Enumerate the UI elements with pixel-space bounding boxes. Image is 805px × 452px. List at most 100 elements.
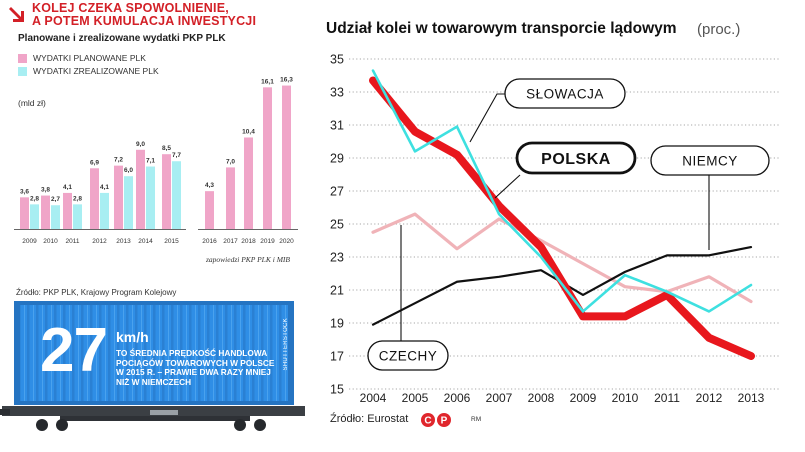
bar-planned [162, 154, 171, 229]
x-tick-label: 2005 [402, 391, 429, 405]
bar-realized [172, 161, 181, 229]
bar-x-tick-label: 2009 [22, 238, 37, 245]
x-tick-label: 2013 [738, 391, 765, 405]
svg-text:C: C [424, 416, 431, 427]
rm-label: RM [471, 416, 482, 423]
arrow-down-right-icon [6, 4, 28, 26]
y-tick-label: 23 [330, 251, 344, 265]
bar-chart-source: Źródło: PKP PLK, Krajowy Program Kolejow… [16, 288, 177, 297]
legend-label-niemcy: NIEMCY [682, 153, 738, 168]
line-chart-source: Źródło: Eurostat [330, 413, 409, 425]
y-tick-label: 29 [330, 152, 344, 166]
copyright-icons: C P [421, 413, 451, 427]
y-tick-label: 17 [330, 350, 344, 364]
bar-label-realized: 4,1 [100, 184, 109, 191]
bar-chart-unit: (mld zł) [18, 98, 46, 108]
bar-label-planned: 7,2 [114, 157, 123, 164]
bar-x-tick-label: 2020 [279, 238, 294, 245]
series-line-czechy [371, 212, 753, 304]
x-tick-label: 2004 [360, 391, 387, 405]
callout-box-czechy [367, 340, 449, 371]
line-chart-unit: (proc.) [697, 21, 741, 38]
y-tick-label: 25 [330, 218, 344, 232]
bar-x-tick-label: 2014 [138, 238, 153, 245]
y-tick-label: 33 [330, 86, 344, 100]
x-tick-label: 2008 [528, 391, 555, 405]
bar-label-planned: 16,1 [261, 78, 274, 85]
future-note: zapowiedzi PKP PLK i MIB [205, 255, 291, 264]
bar-x-tick-label: 2010 [43, 238, 58, 245]
bar-planned [205, 191, 214, 229]
bar-label-planned: 9,0 [136, 141, 145, 148]
freight-container-illustration [0, 301, 305, 431]
bar-label-realized: 2,8 [73, 195, 82, 202]
bar-label-planned: 3,6 [20, 188, 29, 195]
bar-label-realized: 7,1 [146, 158, 155, 165]
y-tick-label: 35 [330, 53, 344, 67]
bar-x-tick-label: 2018 [241, 238, 256, 245]
bar-label-realized: 2,8 [30, 195, 39, 202]
bar-x-tick-label: 2012 [92, 238, 107, 245]
bar-planned [136, 149, 145, 229]
container-description: TO ŚREDNIA PRĘDKOŚĆ HANDLOWA POCIĄGÓW TO… [116, 348, 275, 387]
headline: KOLEJ CZEKA SPOWOLNIENIE, A POTEM KUMULA… [32, 2, 256, 28]
bar-realized [73, 204, 82, 229]
bar-label-planned: 16,3 [280, 77, 293, 84]
bar-label-realized: 7,7 [172, 152, 181, 159]
container-speed-unit: km/h [116, 329, 149, 345]
legend-label-planned: WYDATKI PLANOWANE PLK [33, 53, 146, 63]
legend-swatch-realized [18, 66, 27, 76]
svg-text:P: P [441, 416, 448, 427]
bar-planned [244, 137, 253, 229]
y-tick-label: 21 [330, 284, 344, 298]
bar-realized [30, 204, 39, 229]
legend-label-realized: WYDATKI ZREALIZOWANE PLK [33, 66, 159, 76]
bar-label-realized: 2,7 [51, 196, 60, 203]
bar-x-tick-label: 2017 [223, 238, 238, 245]
bar-x-tick-label: 2011 [66, 238, 80, 245]
callout-box-niemcy [650, 145, 770, 176]
bar-label-planned: 8,5 [162, 145, 171, 152]
x-tick-label: 2010 [612, 391, 639, 405]
bar-label-planned: 7,0 [226, 158, 235, 165]
bar-planned [282, 85, 291, 229]
bar-chart-title: Planowane i zrealizowane wydatki PKP PLK [18, 33, 226, 44]
x-tick-label: 2009 [570, 391, 597, 405]
bar-label-planned: 6,9 [90, 159, 99, 166]
bar-label-planned: 4,1 [63, 184, 72, 191]
bar-planned [226, 167, 235, 229]
x-tick-label: 2006 [444, 391, 471, 405]
bar-planned [90, 168, 99, 229]
callout-box-polska [515, 141, 637, 175]
bar-label-planned: 4,3 [205, 182, 214, 189]
bar-realized [100, 192, 109, 229]
bar-planned [41, 195, 50, 229]
x-tick-label: 2007 [486, 391, 513, 405]
bar-chart: 3,62,820093,82,720104,12,820116,94,12012… [14, 77, 298, 245]
bar-label-realized: 6,0 [124, 167, 133, 174]
y-tick-label: 19 [330, 317, 344, 331]
legend-label-polska: POLSKA [541, 151, 611, 168]
bar-planned [114, 165, 123, 229]
series-line-słowacja [371, 69, 753, 313]
legend-item-planned: WYDATKI PLANOWANE PLK [18, 53, 146, 63]
headline-line: KOLEJ CZEKA SPOWOLNIENIE, [32, 1, 229, 15]
bar-x-tick-label: 2013 [116, 238, 131, 245]
bar-realized [124, 176, 133, 229]
callout-leader-słowacja [469, 93, 506, 143]
x-tick-label: 2011 [654, 391, 680, 405]
bar-x-tick-label: 2015 [164, 238, 179, 245]
bar-x-tick-label: 2019 [260, 238, 275, 245]
container-speed-value: 27 [40, 316, 108, 385]
legend-item-realized: WYDATKI ZREALIZOWANE PLK [18, 66, 159, 76]
bar-planned [20, 197, 29, 229]
bar-planned [63, 192, 72, 229]
legend-swatch-planned [18, 53, 27, 63]
bar-planned [263, 87, 272, 229]
headline-line: A POTEM KUMULACJA INWESTYCJI [32, 14, 257, 28]
callout-leader-polska [494, 174, 521, 199]
legend-label-czechy: CZECHY [379, 348, 438, 363]
y-tick-label: 27 [330, 185, 344, 199]
bar-realized [51, 205, 60, 229]
